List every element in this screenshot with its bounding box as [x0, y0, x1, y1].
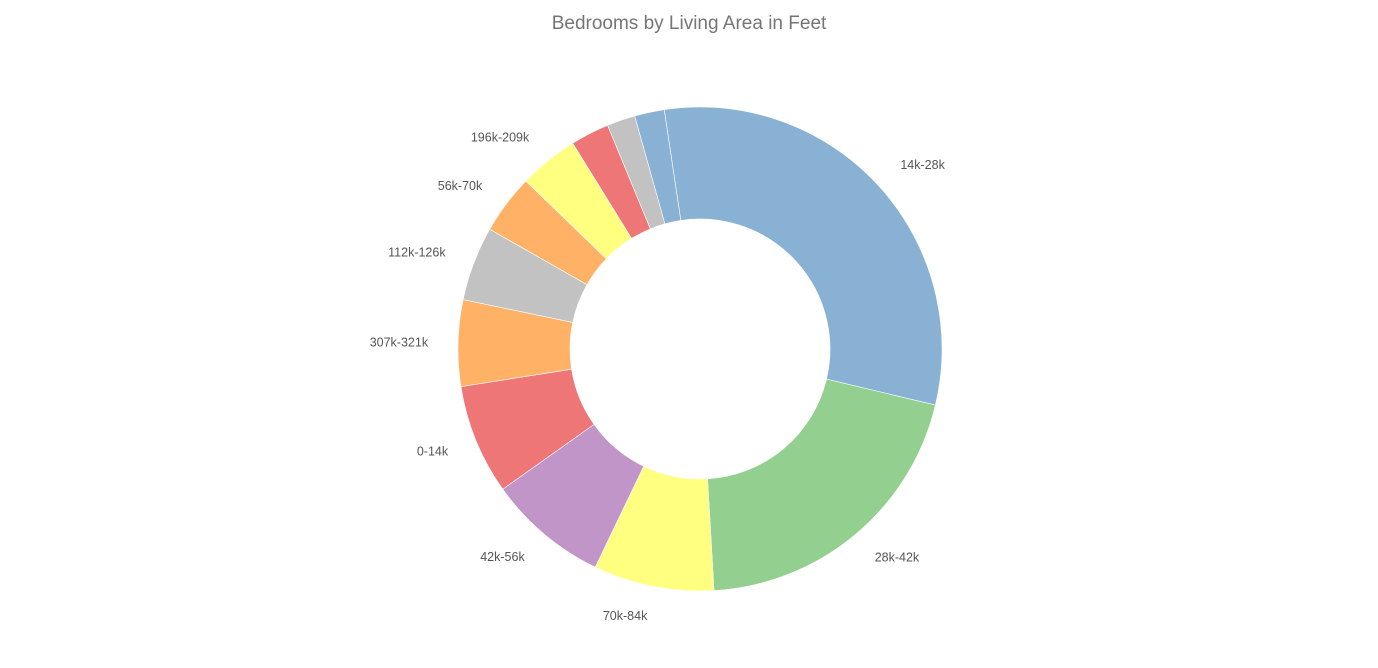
- slice-label-1: 28k-42k: [875, 550, 920, 564]
- slice-label-7: 56k-70k: [438, 179, 483, 193]
- slice-label-0: 14k-28k: [900, 158, 945, 172]
- slice-label-5: 307k-321k: [370, 335, 429, 349]
- slice-11[interactable]: [634, 109, 682, 225]
- chart-title: Bedrooms by Living Area in Feet: [551, 13, 827, 34]
- slice-label-3: 42k-56k: [480, 550, 525, 564]
- slice-label-6: 112k-126k: [388, 246, 446, 260]
- slice-1[interactable]: [707, 378, 936, 591]
- donut-slices: [457, 106, 943, 592]
- slice-label-2: 70k-84k: [603, 609, 648, 623]
- slice-labels: 14k-28k 28k-42k 70k-84k 42k-56k 0-14k 307k-32…: [370, 130, 946, 623]
- slice-0[interactable]: [663, 106, 943, 406]
- slice-label-4: 0-14k: [417, 445, 449, 459]
- slice-label-8: 196k-209k: [471, 130, 530, 144]
